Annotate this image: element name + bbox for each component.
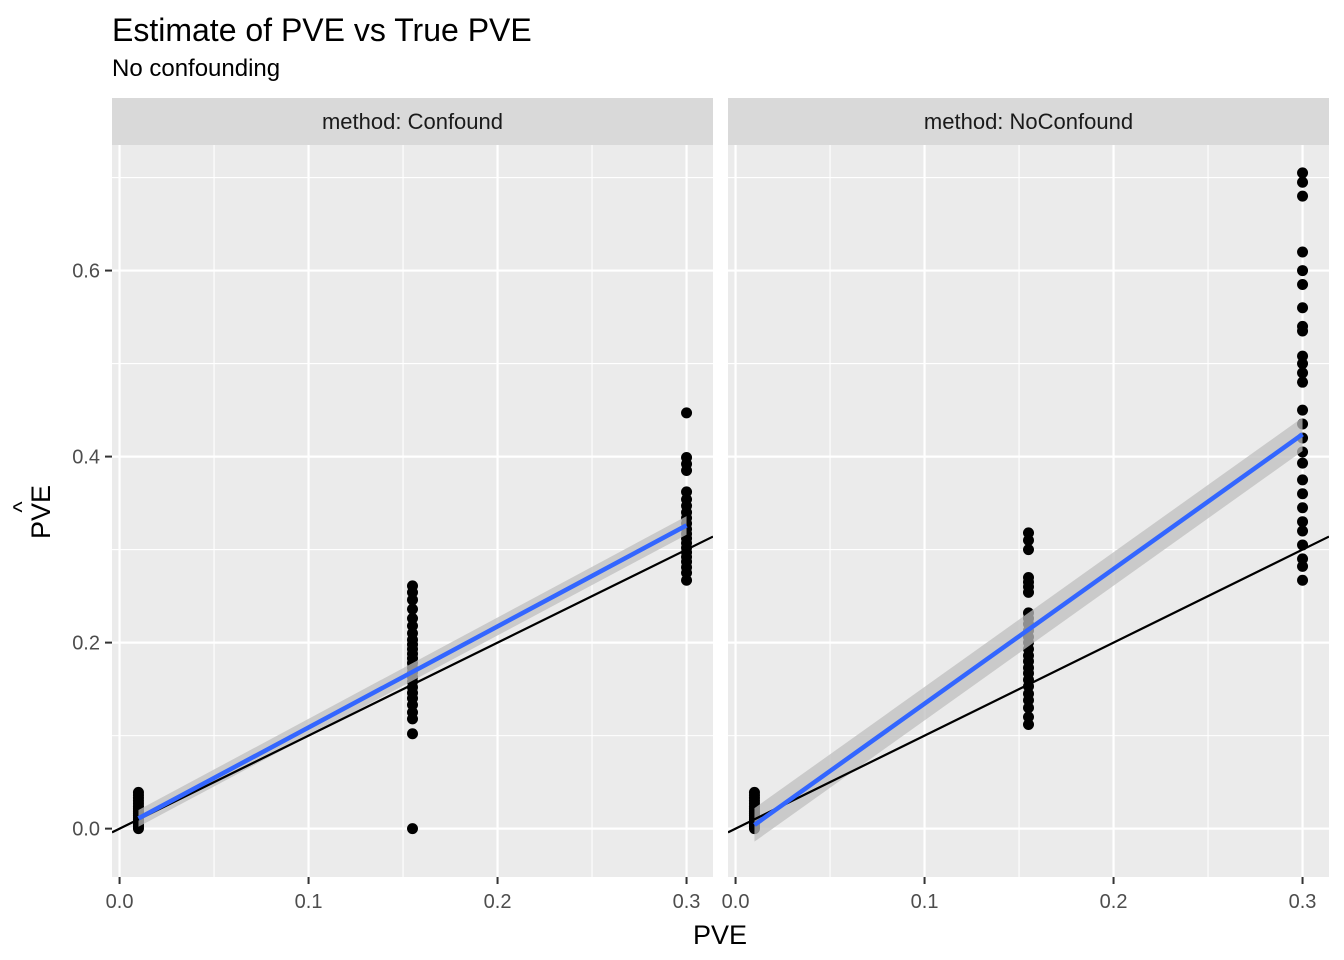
data-point xyxy=(1297,167,1309,179)
data-point xyxy=(1297,376,1309,388)
x-tick-label: 0.2 xyxy=(484,891,512,913)
data-point xyxy=(1023,572,1034,584)
x-tick-label: 0.3 xyxy=(673,891,701,913)
facet-panel: method: NoConfound 0.0 0.1 0.2 0.3 xyxy=(722,98,1329,913)
data-point xyxy=(1297,190,1309,202)
y-axis-title-hat: ^ xyxy=(9,501,36,513)
x-tick-label: 0.2 xyxy=(1100,891,1128,913)
data-point xyxy=(407,603,418,615)
data-point xyxy=(1297,553,1309,565)
data-point xyxy=(1297,265,1309,277)
data-point xyxy=(1297,502,1309,514)
data-point xyxy=(1297,320,1309,332)
x-tick-label: 0.1 xyxy=(295,891,323,913)
facet-strip-label: method: NoConfound xyxy=(924,109,1133,134)
data-point xyxy=(748,786,760,798)
x-tick-label: 0.3 xyxy=(1289,891,1317,913)
data-point xyxy=(407,612,418,624)
x-tick-label: 0.0 xyxy=(722,891,750,913)
data-point xyxy=(1297,457,1309,469)
y-tick-label: 0.0 xyxy=(72,819,100,841)
x-axis-title: PVE xyxy=(693,920,747,950)
data-point xyxy=(1297,474,1309,486)
y-tick-label: 0.6 xyxy=(72,261,100,283)
facet-strip xyxy=(728,98,1329,145)
data-point xyxy=(1297,488,1309,500)
panel-background xyxy=(728,145,1329,877)
data-point xyxy=(1297,246,1309,258)
chart-title: Estimate of PVE vs True PVE xyxy=(112,12,532,48)
data-point xyxy=(1297,350,1309,362)
data-point xyxy=(681,452,693,464)
data-point xyxy=(1297,302,1309,314)
data-point xyxy=(1297,367,1309,379)
data-point xyxy=(1297,279,1309,291)
x-tick-label: 0.1 xyxy=(911,891,939,913)
data-point xyxy=(1297,516,1309,528)
data-point xyxy=(1023,527,1034,539)
data-point xyxy=(681,407,693,419)
chart-subtitle: No confounding xyxy=(112,55,280,82)
regression-line xyxy=(137,523,688,821)
facet-strip xyxy=(112,98,713,145)
data-point xyxy=(1297,574,1309,586)
y-tick-label: 0.2 xyxy=(72,633,100,655)
y-axis-title-text: PVE xyxy=(26,485,56,539)
y-axis-title: PVE ^ xyxy=(9,485,56,539)
data-point xyxy=(681,486,693,498)
facet-strip-label: method: Confound xyxy=(322,109,503,134)
data-point xyxy=(407,728,418,740)
panel-background xyxy=(112,145,713,877)
facet-panel: method: Confound 0.0 0.1 0.2 0.3 0.0 0.2 0.4 0.6 xyxy=(72,98,713,913)
data-point xyxy=(1297,525,1309,537)
data-point xyxy=(1023,711,1034,723)
identity-line xyxy=(728,535,1329,834)
points-layer xyxy=(132,407,693,835)
identity-line xyxy=(112,535,713,834)
data-point xyxy=(1023,544,1034,556)
data-point xyxy=(1297,176,1309,188)
data-point xyxy=(1297,404,1309,416)
y-tick-label: 0.4 xyxy=(72,447,100,469)
facet-panels: method: Confound 0.0 0.1 0.2 0.3 0.0 0.2 0.4 0.6… xyxy=(72,98,1329,913)
data-point xyxy=(132,786,144,798)
regression-line xyxy=(753,432,1304,827)
x-tick-label: 0.0 xyxy=(106,891,134,913)
data-point xyxy=(407,823,418,835)
data-point xyxy=(407,580,418,592)
